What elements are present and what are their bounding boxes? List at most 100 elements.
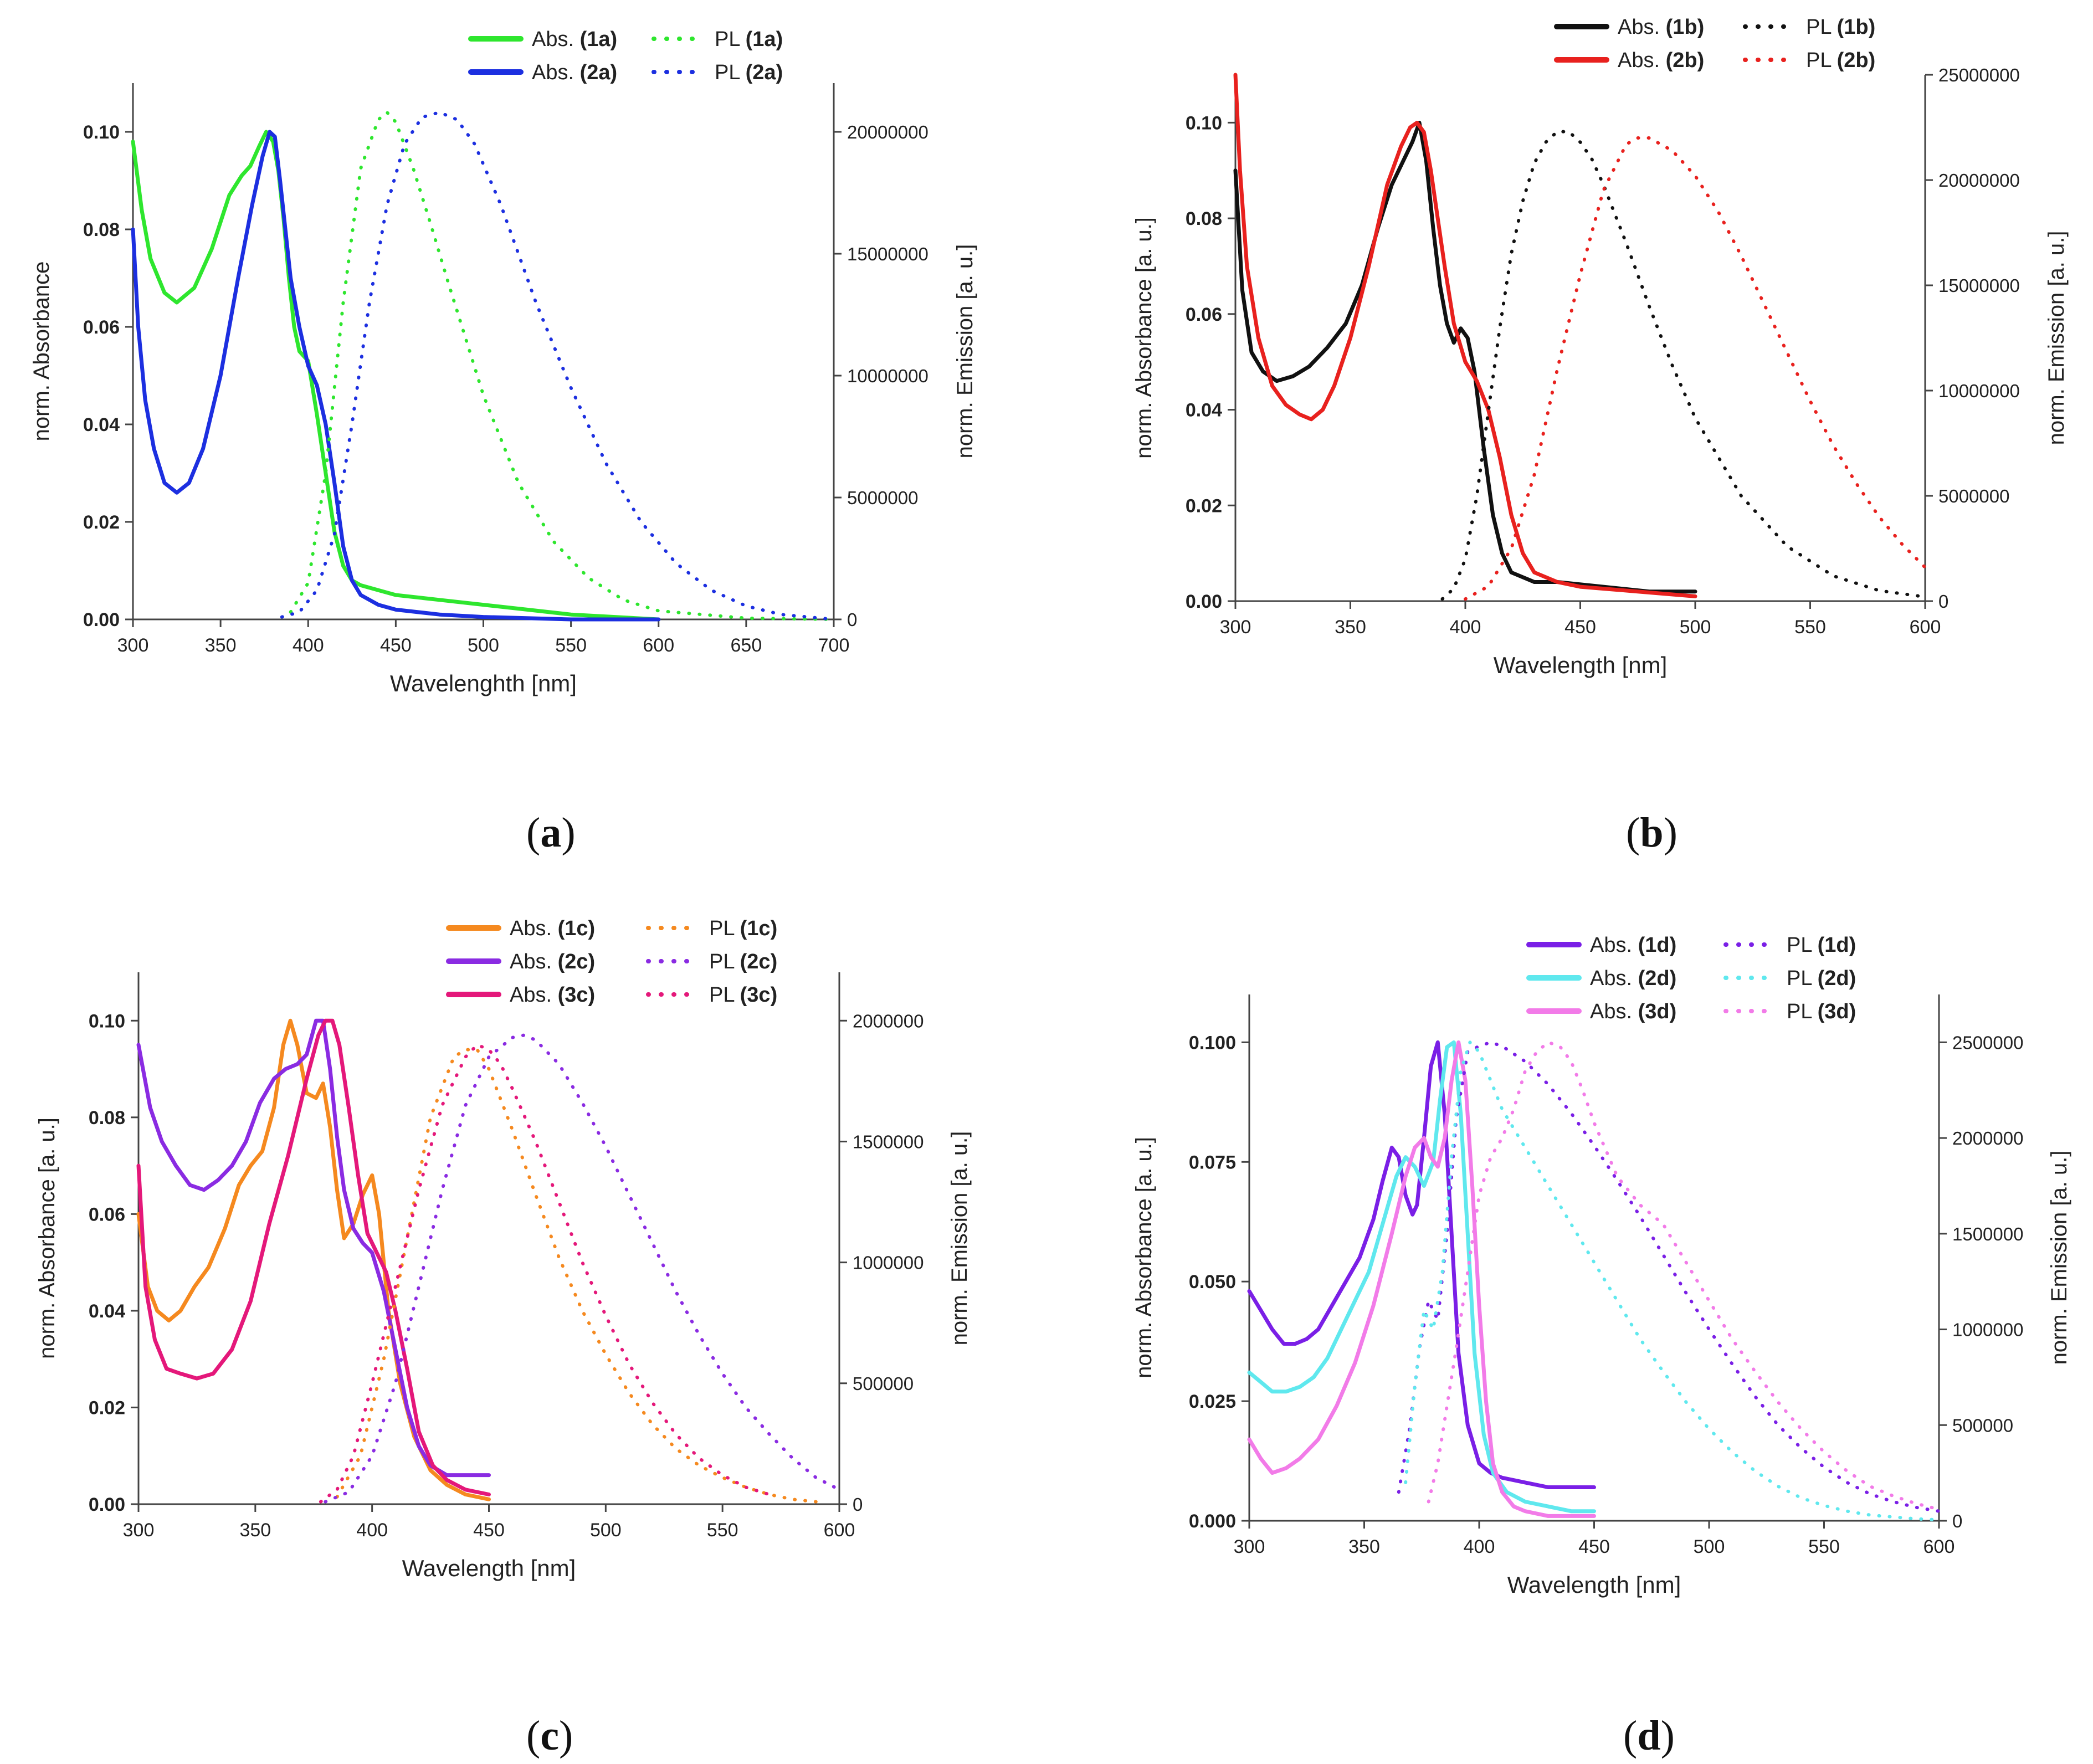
series-line-1c — [136, 1018, 491, 1501]
y-tick-label: 0.02 — [89, 1397, 125, 1418]
y2-tick-label: 5000000 — [847, 488, 918, 508]
y-tick-label: 0.000 — [1189, 1511, 1236, 1532]
x-tick-label: 500 — [590, 1520, 622, 1541]
y-tick-label: 0.06 — [83, 317, 120, 338]
y2-tick-label: 10000000 — [1938, 381, 2020, 401]
y-tick-label: 0.08 — [83, 219, 120, 240]
x-tick-label: 450 — [473, 1520, 505, 1541]
chart-b: 300 350 400 450 500 550 600 0.00 0.02 0.04 0.06 0.0… — [1132, 16, 2069, 678]
x-tick-label: 400 — [356, 1520, 388, 1541]
panel-label-c: (c) — [526, 1712, 573, 1759]
y2-tick-label: 1000000 — [853, 1253, 924, 1273]
series-line-2a — [131, 130, 661, 622]
x-tick-label: 550 — [555, 635, 587, 656]
x-tick-label: 500 — [1680, 617, 1711, 638]
y-tick-label: 0.10 — [89, 1011, 125, 1032]
x-tick-label: 500 — [468, 635, 499, 656]
x-tick-label: 450 — [1578, 1536, 1610, 1557]
series-line-1b — [1440, 130, 1927, 601]
y-tick-label: 0.04 — [1186, 400, 1222, 421]
legend-label-2b: PL (2b) — [1806, 49, 1875, 72]
y-tick-label: 0.025 — [1189, 1391, 1236, 1412]
legend-label-1d: PL (1d) — [1787, 934, 1856, 957]
y2-tick-label: 1500000 — [853, 1131, 924, 1152]
x-tick-label: 600 — [643, 635, 674, 656]
legend-label-2c: Abs. (2c) — [510, 950, 595, 973]
y2-axis-label: norm. Emission [a. u.] — [947, 1131, 972, 1346]
legend-label-2a: PL (2a) — [715, 61, 783, 84]
y2-tick-label: 20000000 — [1938, 170, 2020, 191]
x-axis-label: Wavelength [nm] — [1494, 652, 1668, 678]
x-tick-label: 600 — [1923, 1536, 1955, 1557]
y-tick-label: 0.00 — [89, 1494, 125, 1515]
series-line-2d — [1404, 1040, 1941, 1522]
y-axis-label: norm. Absorbance [a. u.] — [1132, 217, 1156, 459]
y-tick-label: 0.02 — [83, 512, 120, 533]
y2-tick-label: 2500000 — [1952, 1032, 2023, 1053]
chart-a: 300 350 400 450 500 550 600 650 700 0.00 0.02 0.04 0… — [29, 28, 977, 696]
x-tick-label: 550 — [1794, 617, 1826, 638]
series-line-1a — [131, 130, 661, 622]
legend-label-3c: Abs. (3c) — [510, 983, 595, 1007]
legend-label-1b: Abs. (1b) — [1618, 16, 1704, 39]
x-tick-label: 350 — [1335, 617, 1366, 638]
series-line-1b — [1233, 120, 1697, 594]
series-line-1c — [335, 1048, 818, 1504]
series-line-1a — [289, 110, 835, 621]
y2-tick-label: 0 — [1952, 1511, 1962, 1531]
x-tick-label: 400 — [293, 635, 324, 656]
panel-label-b: (b) — [1626, 809, 1678, 856]
legend-label-3c: PL (3c) — [709, 983, 777, 1007]
x-tick-label: 600 — [824, 1520, 855, 1541]
legend-label-2b: Abs. (2b) — [1618, 49, 1704, 72]
y-axis-label: norm. Absorbance [a. u.] — [1132, 1137, 1156, 1378]
y2-tick-label: 10000000 — [847, 366, 928, 386]
legend-label-1a: PL (1a) — [715, 28, 783, 51]
series-line-2b — [1233, 73, 1697, 598]
series-line-3c — [136, 1018, 491, 1496]
legend-label-1b: PL (1b) — [1806, 16, 1875, 39]
x-tick-label: 300 — [123, 1520, 155, 1541]
legend-label-2a: Abs. (2a) — [532, 61, 617, 84]
y2-tick-label: 500000 — [853, 1373, 914, 1394]
legend-label-2d: PL (2d) — [1787, 967, 1856, 990]
x-tick-label: 350 — [1348, 1536, 1380, 1557]
series-line-1d — [1397, 1040, 1941, 1513]
x-tick-label: 550 — [707, 1520, 738, 1541]
y2-tick-label: 1500000 — [1952, 1224, 2023, 1244]
x-tick-label: 350 — [239, 1520, 271, 1541]
y2-tick-label: 2000000 — [1952, 1128, 2023, 1148]
y2-axis-label: norm. Emission [a. u.] — [2047, 1151, 2071, 1365]
y-tick-label: 0.100 — [1189, 1032, 1236, 1053]
y-tick-label: 0.04 — [83, 414, 120, 435]
legend-label-1d: Abs. (1d) — [1590, 934, 1676, 957]
x-axis-label: Wavelenghth [nm] — [390, 670, 577, 696]
series-line-2c — [136, 1018, 491, 1478]
y-axis-label: norm. Absorbance [a. u.] — [35, 1117, 59, 1359]
y-tick-label: 0.08 — [89, 1107, 125, 1129]
x-tick-label: 600 — [1910, 617, 1941, 638]
y-tick-label: 0.06 — [1186, 304, 1222, 325]
y2-tick-label: 15000000 — [847, 244, 928, 264]
y2-axis-label: norm. Emission [a. u.] — [2044, 231, 2069, 445]
y2-tick-label: 500000 — [1952, 1415, 2013, 1435]
series-line-2d — [1247, 1040, 1596, 1514]
panel-label-a: (a) — [526, 809, 576, 856]
x-tick-label: 350 — [205, 635, 237, 656]
panel-label-d: (d) — [1623, 1712, 1675, 1759]
legend-label-1a: Abs. (1a) — [532, 28, 617, 51]
y-tick-label: 0.04 — [89, 1301, 125, 1322]
series-line-2c — [324, 1033, 841, 1504]
x-tick-label: 400 — [1464, 1536, 1495, 1557]
y-tick-label: 0.10 — [1186, 112, 1222, 134]
y-axis-label: norm. Absorbance — [29, 261, 54, 442]
y-tick-label: 0.00 — [1186, 591, 1222, 612]
y2-tick-label: 2000000 — [853, 1011, 924, 1031]
legend-label-2c: PL (2c) — [709, 950, 777, 973]
legend-label-1c: Abs. (1c) — [510, 917, 595, 940]
y-tick-label: 0.08 — [1186, 208, 1222, 229]
y-tick-label: 0.06 — [89, 1204, 125, 1225]
legend-label-2d: Abs. (2d) — [1590, 967, 1676, 990]
series-line-3c — [319, 1043, 771, 1504]
